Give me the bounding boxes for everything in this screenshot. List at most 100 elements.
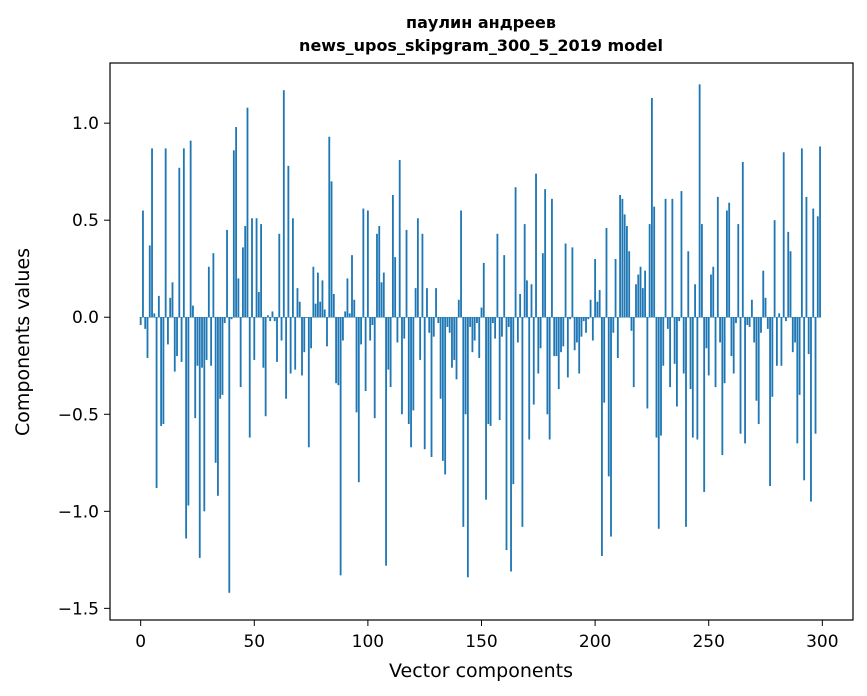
bar — [471, 317, 474, 353]
bar — [260, 224, 263, 318]
bar — [696, 317, 699, 440]
bar — [641, 288, 644, 318]
bar — [180, 317, 183, 362]
bar — [537, 317, 540, 374]
y-tick-label: −1.0 — [58, 502, 99, 522]
bar — [437, 317, 440, 324]
bar — [685, 317, 687, 527]
bar — [162, 317, 165, 424]
bar — [691, 317, 694, 438]
bar — [548, 317, 551, 440]
bar — [446, 317, 449, 327]
bar — [410, 317, 412, 448]
bar — [741, 161, 744, 318]
bar — [494, 317, 497, 339]
bar — [237, 278, 240, 318]
bar — [637, 274, 640, 318]
bar — [451, 317, 453, 368]
bar — [587, 317, 590, 320]
bar — [346, 278, 349, 318]
bar — [555, 317, 558, 357]
bar — [673, 317, 676, 364]
bar — [480, 307, 483, 318]
bar — [387, 317, 390, 370]
bar — [148, 245, 151, 318]
bar — [271, 311, 274, 318]
bar — [296, 288, 299, 318]
bar — [569, 317, 572, 320]
bar — [316, 272, 319, 318]
bar — [778, 313, 781, 318]
bar — [564, 243, 567, 318]
bar — [444, 317, 447, 475]
bar — [644, 270, 647, 318]
bar — [803, 317, 806, 481]
bar — [207, 266, 210, 318]
bar — [432, 317, 435, 337]
bar — [155, 317, 158, 489]
bar — [664, 198, 667, 318]
bar — [341, 317, 344, 341]
bar — [244, 226, 247, 318]
bar — [478, 317, 481, 358]
bar — [303, 317, 306, 353]
bar — [273, 317, 276, 322]
bar — [371, 317, 374, 325]
bar — [142, 210, 144, 318]
bar — [766, 317, 769, 329]
bar — [364, 317, 367, 391]
bar — [744, 317, 746, 444]
bar — [630, 317, 633, 331]
bar — [719, 317, 721, 343]
bar — [539, 317, 542, 349]
bar — [669, 317, 671, 388]
bar — [687, 251, 690, 318]
bar — [287, 165, 290, 318]
bar — [376, 233, 378, 318]
bar — [301, 317, 303, 376]
bar — [748, 317, 751, 327]
bar — [435, 288, 437, 318]
y-tick-label: 0.0 — [72, 308, 99, 328]
bar — [482, 262, 485, 318]
bar — [464, 317, 467, 415]
y-tick-label: 1.0 — [72, 114, 99, 134]
bar — [694, 284, 696, 318]
bar — [380, 282, 383, 318]
bar — [212, 253, 215, 318]
bar — [294, 317, 297, 370]
bar — [426, 288, 428, 318]
bar — [598, 290, 601, 318]
bar — [182, 148, 185, 318]
bar — [139, 317, 142, 325]
bar — [414, 288, 417, 318]
bar — [562, 317, 565, 347]
x-tick-label: 50 — [243, 632, 265, 652]
bar — [448, 317, 451, 333]
bar — [732, 317, 735, 374]
bar — [551, 198, 553, 318]
bar — [639, 266, 642, 318]
bar — [676, 317, 678, 407]
bar — [217, 317, 219, 496]
bar — [239, 317, 242, 388]
bar — [355, 317, 358, 413]
bar — [430, 317, 433, 457]
bar — [712, 266, 715, 318]
y-axis-label: Components values — [12, 248, 34, 436]
bar — [196, 317, 199, 366]
bar — [573, 317, 576, 351]
bar — [489, 317, 492, 426]
bar — [671, 198, 674, 318]
bar — [226, 229, 228, 318]
bar — [460, 210, 462, 318]
bar — [798, 317, 801, 395]
bar — [164, 148, 167, 318]
bar — [185, 317, 188, 539]
bar — [292, 218, 294, 318]
x-tick-label: 150 — [465, 632, 497, 652]
bar — [596, 301, 599, 318]
bar — [519, 293, 522, 318]
bar — [710, 274, 712, 318]
